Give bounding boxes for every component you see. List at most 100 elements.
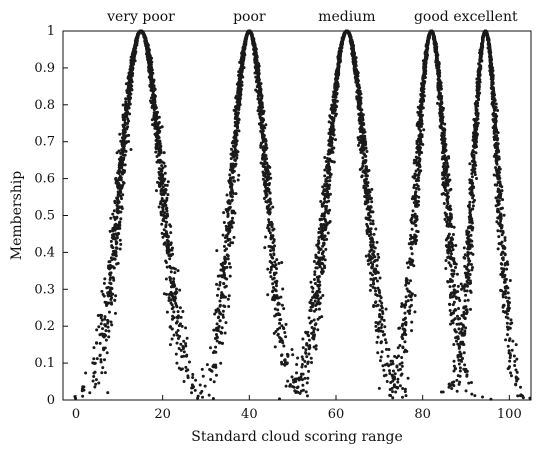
cloud-drop: [186, 368, 190, 372]
cloud-drop: [234, 95, 238, 99]
cloud-drop: [312, 330, 316, 334]
cloud-drop: [255, 61, 259, 65]
cloud-drop: [151, 83, 155, 87]
cloud-drop: [273, 244, 277, 248]
cloud-drop: [177, 347, 181, 351]
cloud-drop: [222, 281, 226, 285]
cloud-drop: [273, 345, 277, 349]
cloud-drop: [179, 315, 183, 319]
cloud-drop: [322, 242, 326, 246]
cloud-drop: [367, 255, 371, 259]
cloud-drop: [161, 218, 165, 222]
cloud-drop: [92, 346, 96, 350]
cloud-drop: [278, 321, 282, 325]
cloud-drop: [175, 287, 179, 291]
cloud-drop: [327, 186, 331, 189]
cloud-drop: [228, 173, 232, 177]
cloud-drop: [312, 318, 316, 322]
cloud-drop: [334, 138, 338, 142]
cloud-drop: [163, 164, 167, 168]
cloud-drop: [157, 170, 161, 174]
cloud-drop: [161, 189, 165, 193]
cloud-drop: [256, 96, 260, 100]
cloud-drop: [216, 287, 220, 291]
cloud-drop: [124, 107, 128, 111]
cloud-drop: [258, 88, 262, 92]
cloud-drop: [292, 380, 296, 384]
cloud-drop: [377, 289, 381, 293]
cloud-drop: [163, 241, 167, 245]
cloud-drop: [314, 253, 318, 257]
cloud-drop: [307, 347, 311, 351]
cloud-drop: [357, 112, 361, 116]
cloud-drop: [223, 276, 227, 280]
cloud-drop: [319, 296, 323, 300]
cloud-drop: [156, 180, 160, 184]
cloud-drop: [300, 363, 304, 367]
cloud-drop: [382, 368, 386, 372]
cloud-drop: [160, 197, 164, 201]
cloud-drop: [288, 383, 292, 387]
cloud-drop: [323, 266, 327, 270]
cloud-drop: [240, 55, 244, 59]
cloud-drop: [274, 284, 278, 288]
cloud-drop: [113, 201, 117, 205]
cloud-drop: [313, 281, 317, 285]
cloud-drop: [295, 371, 299, 375]
cloud-drop: [396, 380, 400, 384]
cloud-drop: [184, 354, 188, 358]
cloud-drop: [127, 85, 131, 89]
cloud-drop: [448, 309, 452, 313]
cloud-drop: [304, 390, 308, 394]
cloud-drop: [295, 362, 299, 366]
cloud-drop: [404, 283, 408, 287]
cloud-drop: [166, 244, 170, 248]
cloud-drop: [159, 170, 163, 173]
cloud-drop: [172, 310, 176, 314]
cloud-drop: [262, 164, 266, 168]
cloud-drop: [225, 193, 229, 197]
cloud-drop: [323, 184, 327, 188]
cloud-drop: [240, 83, 244, 87]
cloud-drop: [261, 118, 265, 122]
cloud-drop: [112, 215, 116, 219]
cloud-drop: [168, 257, 172, 261]
cloud-drop: [92, 371, 96, 375]
cloud-drop: [378, 308, 382, 312]
cloud-drop: [229, 147, 233, 151]
cloud-drop: [179, 367, 183, 371]
cloud-drop: [371, 219, 375, 223]
cloud-drop: [270, 261, 274, 265]
cloud-drop: [226, 297, 230, 301]
cloud-drop: [264, 187, 268, 191]
cloud-drop: [106, 325, 110, 329]
cloud-drop: [126, 110, 130, 114]
cloud-drop: [370, 238, 374, 242]
cloud-drop: [349, 37, 353, 41]
cloud-drop: [149, 99, 153, 103]
cloud-drop: [324, 177, 328, 181]
cloud-drop: [115, 233, 119, 237]
cloud-drop: [377, 386, 381, 390]
cloud-drop: [381, 364, 385, 368]
cloud-drop: [232, 235, 236, 239]
cloud-drop: [200, 389, 204, 393]
cloud-drop: [271, 290, 275, 294]
cloud-drop: [153, 132, 157, 136]
cloud-drop: [391, 369, 395, 373]
cloud-drop: [455, 272, 459, 276]
cloud-drop: [170, 327, 174, 331]
cloud-drop: [228, 238, 232, 242]
cloud-drop: [392, 383, 396, 387]
cloud-drop: [119, 155, 123, 159]
cloud-drop: [408, 312, 411, 316]
cloud-drop: [446, 202, 450, 206]
cloud-drop: [264, 123, 268, 127]
cloud-drop: [331, 98, 335, 102]
cloud-drop: [228, 176, 232, 180]
cloud-drop: [332, 133, 336, 137]
cloud-drop: [228, 201, 232, 205]
cloud-drop: [165, 292, 169, 296]
cloud-drop: [160, 231, 164, 235]
cloud-drop: [164, 223, 168, 227]
